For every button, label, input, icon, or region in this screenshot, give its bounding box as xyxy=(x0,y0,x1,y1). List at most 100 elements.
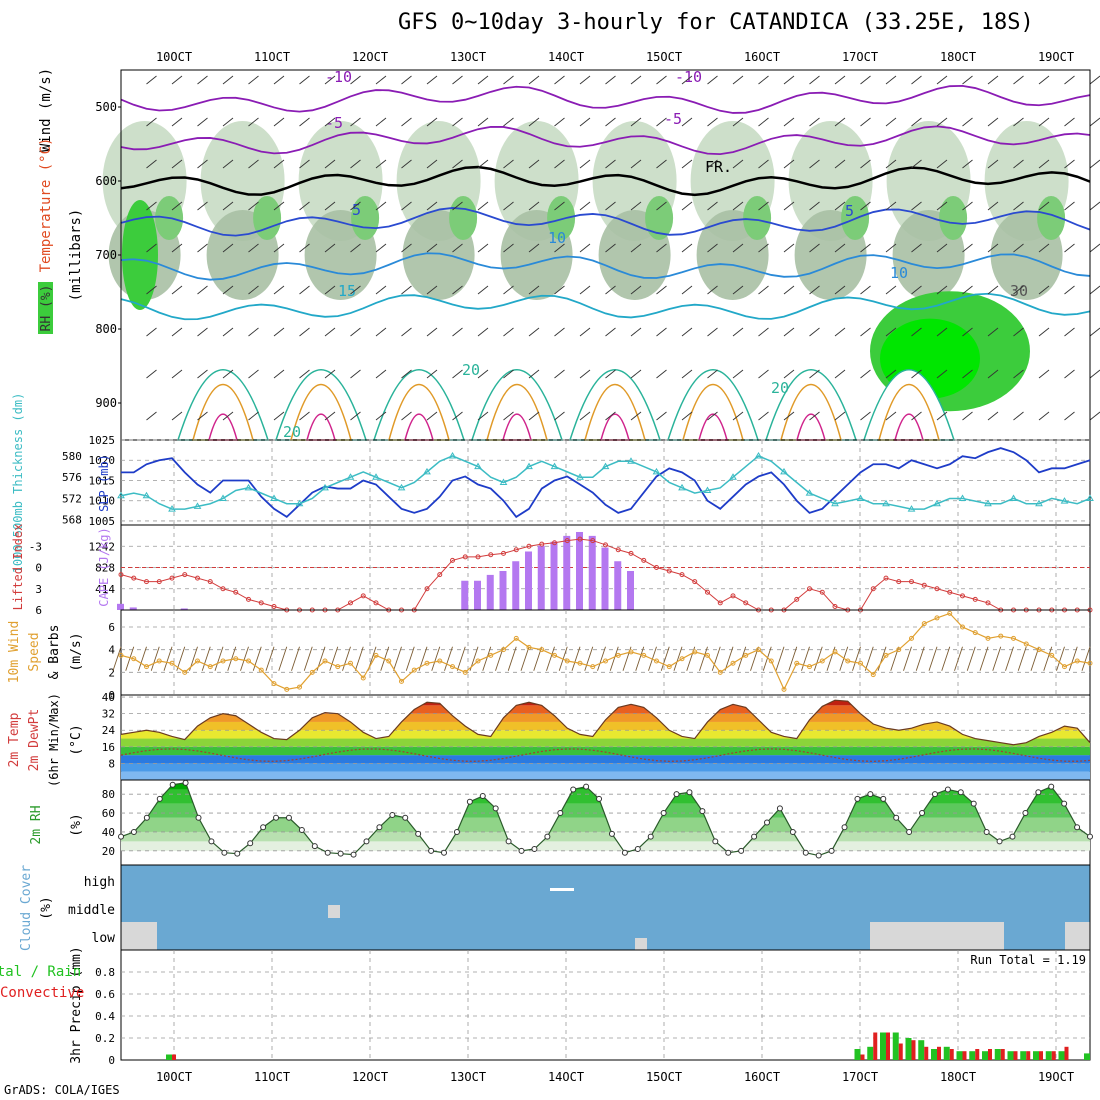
wind-barb xyxy=(222,327,234,337)
wind-barb xyxy=(571,646,581,671)
precip-axis-label: 3hr Precip (mm) xyxy=(69,946,84,1063)
rh-point xyxy=(156,795,163,802)
wind-barb xyxy=(707,159,718,169)
wind-barb xyxy=(605,159,616,169)
wind-speed-point xyxy=(819,658,825,664)
rh-shade-region xyxy=(743,196,772,240)
thickness-point xyxy=(831,499,839,507)
wind-barb xyxy=(1038,201,1050,211)
wind-barb xyxy=(656,411,667,421)
contour-label: 10 xyxy=(890,264,908,282)
thickness-point xyxy=(397,483,406,491)
wind-barb xyxy=(278,646,288,671)
precip-convective-bar xyxy=(898,1043,903,1060)
lifted-index-point xyxy=(564,538,570,544)
thickness-point xyxy=(295,499,304,507)
lifted-index-point xyxy=(271,603,277,609)
rh-point xyxy=(415,830,422,837)
wind-barb xyxy=(1038,411,1050,421)
wind-barb xyxy=(197,159,208,169)
wind-speed-point xyxy=(182,669,188,675)
wind-barb xyxy=(987,117,999,127)
bottom-x-tick-label: 13OCT xyxy=(450,1070,486,1084)
wind-barb xyxy=(1013,159,1024,169)
wind-barb xyxy=(699,646,708,671)
slp-frame xyxy=(120,439,1091,526)
wind-barb xyxy=(273,285,285,295)
wind-barb xyxy=(248,159,259,169)
wind-barb xyxy=(834,75,846,85)
lifted-index-point xyxy=(615,547,621,553)
lifted-index-point xyxy=(207,579,213,585)
rh-point xyxy=(957,789,964,796)
wind-speed-point xyxy=(284,686,290,692)
rh-point xyxy=(841,824,848,831)
wind-barb xyxy=(732,159,744,169)
wind-speed-point xyxy=(233,656,239,662)
wind-speed-point xyxy=(883,652,889,658)
wind-barb xyxy=(885,159,897,169)
rh-point xyxy=(531,845,538,852)
temp-contour-minus5 xyxy=(120,125,1091,156)
wind-barb xyxy=(962,75,973,85)
wind-barb xyxy=(452,159,463,169)
wind-barb xyxy=(885,201,897,211)
wind-barb xyxy=(1013,411,1024,421)
precip-total-bar xyxy=(1045,1051,1052,1060)
wind-barb xyxy=(783,201,795,211)
wind-barb xyxy=(401,75,412,85)
pressure-axis-label: (millibars) xyxy=(68,209,84,302)
wind-speed-point xyxy=(386,658,392,664)
wind-barb xyxy=(941,646,951,671)
wind-speed-point xyxy=(845,658,851,664)
wind-barb xyxy=(962,327,973,337)
wind-barb xyxy=(783,75,795,85)
wind-barb xyxy=(426,201,438,211)
lifted-index-point xyxy=(743,600,749,606)
wind-barb xyxy=(112,646,122,671)
wind-barb xyxy=(1030,646,1040,671)
rh-shade-region xyxy=(645,196,674,240)
wind-barb xyxy=(214,646,224,671)
wind-barb xyxy=(324,117,336,127)
thickness-point xyxy=(958,494,967,501)
wind-barb xyxy=(546,646,555,671)
rh-point xyxy=(944,786,951,793)
temp-axis-label-1: 2m Temp xyxy=(7,712,22,767)
wind-barb xyxy=(426,243,438,253)
rh-point xyxy=(983,828,990,835)
wind-barb xyxy=(452,285,463,295)
rh-point xyxy=(1087,833,1093,840)
wind-barb xyxy=(911,159,922,169)
wind-barb xyxy=(992,646,1002,671)
wind-barb xyxy=(579,75,591,85)
wind-barb xyxy=(431,646,441,671)
wind-barb xyxy=(1068,646,1078,671)
wind-speed-point xyxy=(131,656,137,662)
wind-barb xyxy=(197,411,208,421)
cape-tick-label: 414 xyxy=(95,583,115,596)
wind-barb xyxy=(681,243,693,253)
wind-barb xyxy=(1081,646,1091,671)
wind-barb xyxy=(813,646,823,671)
wind-barb xyxy=(197,201,208,211)
thickness-point xyxy=(576,473,584,480)
rh-point xyxy=(738,847,745,854)
wind-barb xyxy=(452,243,463,253)
rh-point xyxy=(828,847,835,854)
cape-tick-label: 828 xyxy=(95,562,115,575)
precip-conv-legend: Convective xyxy=(0,985,84,1001)
temp-contour-20 xyxy=(666,368,760,441)
wind-barb xyxy=(656,243,667,253)
rh-point xyxy=(363,838,370,845)
wind-barb xyxy=(1064,75,1075,85)
precip-tick-label: 0.2 xyxy=(95,1032,115,1045)
temp-contour-25 xyxy=(878,383,940,441)
wind-barb xyxy=(248,285,259,295)
wind-barb xyxy=(146,369,157,379)
wind-barb xyxy=(936,369,948,379)
wind-barb xyxy=(401,201,412,211)
wind-barb xyxy=(554,369,565,379)
wind-barb xyxy=(630,243,642,253)
wind-barb xyxy=(350,327,361,337)
